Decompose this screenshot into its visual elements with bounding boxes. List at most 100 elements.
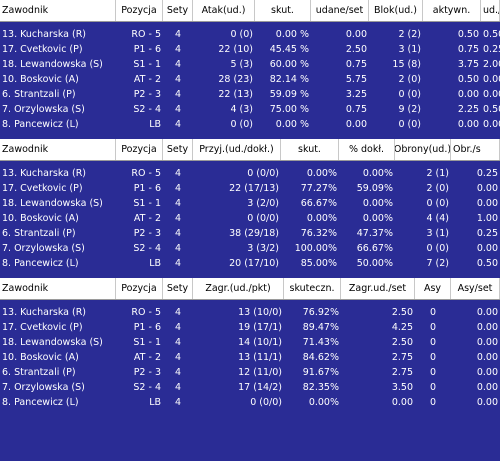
- cell-zawodnik: 13. Kucharska (R): [2, 168, 87, 179]
- cell-blok-ud: 0 (0): [398, 119, 421, 130]
- table-row[interactable]: 18. Lewandowska (S) S1 - 1 4 5 (3) 60.00 % 0.…: [0, 57, 500, 72]
- cell-sety: 4: [174, 168, 182, 179]
- cell-pozycja: RO - 5: [131, 29, 161, 40]
- cell-dok: 0.00%: [362, 168, 393, 179]
- column-header-asy[interactable]: Asy: [415, 278, 451, 299]
- cell-udane-set: 5.75: [345, 74, 367, 85]
- cell-atak-ud: 28 (23): [218, 74, 253, 85]
- cell-zagr-ud-set: 2.75: [391, 367, 413, 378]
- column-header-zagr-ud-pkt[interactable]: Zagr.(ud./pkt): [193, 278, 284, 299]
- cell-aktywn: 0.00: [457, 119, 479, 130]
- column-header-zawodnik[interactable]: Zawodnik: [0, 139, 116, 160]
- column-header-skuteczn[interactable]: skuteczn.: [284, 278, 341, 299]
- cell-pozycja: P2 - 3: [133, 89, 161, 100]
- cell-obr-s: 0.50: [476, 258, 498, 269]
- cell-skut: 45.45 %: [269, 44, 309, 55]
- table-row[interactable]: 6. Strantzali (P) P2 - 3 4 38 (29/18) 76.32%…: [0, 226, 500, 241]
- table-header: Zawodnik Pozycja Sety Zagr.(ud./pkt) skutecz…: [0, 278, 500, 300]
- cell-obrony-ud: 3 (1): [426, 228, 449, 239]
- table-row[interactable]: 7. Orzylowska (S) S2 - 4 4 4 (3) 75.00 % 0.75…: [0, 102, 500, 117]
- cell-przyj-ud-dok: 22 (17/13): [229, 183, 279, 194]
- cell-skuteczn: 82.35%: [302, 382, 339, 393]
- table-row[interactable]: 8. Pancewicz (L) LB 4 20 (17/10) 85.00% 50.00…: [0, 256, 500, 271]
- column-header-ud-se[interactable]: ud./se: [481, 0, 500, 21]
- table-row[interactable]: 17. Cvetkovic (P) P1 - 6 4 22 (10) 45.45 % 2.…: [0, 42, 500, 57]
- cell-przyj-ud-dok: 0 (0/0): [247, 213, 279, 224]
- table-row[interactable]: 8. Pancewicz (L) LB 4 0 (0/0) 0.00% 0.00 0 0.00: [0, 395, 500, 410]
- cell-pozycja: P1 - 6: [133, 322, 161, 333]
- cell-obr-s: 0.25: [476, 168, 498, 179]
- cell-blok-ud: 15 (8): [392, 59, 421, 70]
- column-header-sety[interactable]: Sety: [163, 278, 193, 299]
- table-row[interactable]: 6. Strantzali (P) P2 - 3 4 12 (11/0) 91.67% 2…: [0, 365, 500, 380]
- cell-pozycja: S1 - 1: [133, 59, 161, 70]
- table-row[interactable]: 17. Cvetkovic (P) P1 - 6 4 19 (17/1) 89.47% 4…: [0, 320, 500, 335]
- column-header-pozycja[interactable]: Pozycja: [116, 139, 163, 160]
- table-row[interactable]: 10. Boskovic (A) AT - 2 4 28 (23) 82.14 % 5.7…: [0, 72, 500, 87]
- cell-skuteczn: 91.67%: [302, 367, 339, 378]
- column-header-asy-set[interactable]: Asy/set: [451, 278, 500, 299]
- column-header-skut[interactable]: skut.: [281, 139, 339, 160]
- column-header-pozycja[interactable]: Pozycja: [116, 0, 163, 21]
- column-header-sety[interactable]: Sety: [163, 0, 193, 21]
- cell-pozycja: P2 - 3: [133, 228, 161, 239]
- cell-pozycja: S1 - 1: [133, 337, 161, 348]
- column-header-zawodnik[interactable]: Zawodnik: [0, 278, 116, 299]
- table-row[interactable]: 7. Orzylowska (S) S2 - 4 4 3 (3/2) 100.00% 66…: [0, 241, 500, 256]
- cell-zawodnik: 18. Lewandowska (S): [2, 59, 103, 70]
- table-row[interactable]: 13. Kucharska (R) RO - 5 4 0 (0) 0.00 % 0.00 2…: [0, 27, 500, 42]
- table-row[interactable]: 13. Kucharska (R) RO - 5 4 0 (0/0) 0.00% 0.00…: [0, 166, 500, 181]
- cell-pozycja: S2 - 4: [133, 382, 161, 393]
- column-header-atak-ud[interactable]: Atak(ud.): [193, 0, 255, 21]
- column-header-udane-set[interactable]: udane/set: [311, 0, 369, 21]
- column-header-blok-ud[interactable]: Blok(ud.): [369, 0, 423, 21]
- column-header-aktywn[interactable]: aktywn.: [423, 0, 481, 21]
- column-header-obr-s[interactable]: Obr./s: [451, 139, 500, 160]
- cell-skut: 0.00 %: [275, 119, 309, 130]
- cell-asy: 0: [429, 397, 437, 408]
- table-header: Zawodnik Pozycja Sety Atak(ud.) skut. udane/s…: [0, 0, 500, 22]
- table-row[interactable]: 7. Orzylowska (S) S2 - 4 4 17 (14/2) 82.35% 3…: [0, 380, 500, 395]
- cell-zawodnik: 10. Boskovic (A): [2, 74, 79, 85]
- column-header-zawodnik[interactable]: Zawodnik: [0, 0, 116, 21]
- table-row[interactable]: 6. Strantzali (P) P2 - 3 4 22 (13) 59.09 % 3.…: [0, 87, 500, 102]
- cell-zawodnik: 6. Strantzali (P): [2, 228, 76, 239]
- table-row[interactable]: 8. Pancewicz (L) LB 4 0 (0) 0.00 % 0.00 0 (0) 0…: [0, 117, 500, 132]
- table-row[interactable]: 10. Boskovic (A) AT - 2 4 0 (0/0) 0.00% 0.00%…: [0, 211, 500, 226]
- cell-sety: 4: [174, 74, 182, 85]
- cell-zawodnik: 17. Cvetkovic (P): [2, 322, 83, 333]
- table-row[interactable]: 17. Cvetkovic (P) P1 - 6 4 22 (17/13) 77.27%…: [0, 181, 500, 196]
- column-header-sety[interactable]: Sety: [163, 139, 193, 160]
- cell-zagr-ud-set: 2.50: [391, 337, 413, 348]
- column-header-skut[interactable]: skut.: [255, 0, 311, 21]
- column-header-obrony-ud[interactable]: Obrony(ud.): [395, 139, 451, 160]
- column-header-przyj-ud-dok[interactable]: Przyj.(ud./dokł.): [193, 139, 281, 160]
- cell-zawodnik: 17. Cvetkovic (P): [2, 44, 83, 55]
- cell-asy: 0: [429, 382, 437, 393]
- cell-dok: 59.09%: [356, 183, 393, 194]
- table-row[interactable]: 10. Boskovic (A) AT - 2 4 13 (11/1) 84.62% 2.…: [0, 350, 500, 365]
- cell-zagr-ud-set: 2.75: [391, 352, 413, 363]
- cell-skut: 77.27%: [300, 183, 337, 194]
- cell-skut: 0.00%: [306, 213, 337, 224]
- cell-zagr-ud-pkt: 17 (14/2): [238, 382, 282, 393]
- cell-pozycja: LB: [149, 119, 161, 130]
- cell-aktywn: 0.00: [457, 89, 479, 100]
- column-header-pozycja[interactable]: Pozycja: [116, 278, 163, 299]
- cell-obr-s: 0.00: [476, 243, 498, 254]
- table-row[interactable]: 18. Lewandowska (S) S1 - 1 4 14 (10/1) 71.43…: [0, 335, 500, 350]
- table-row[interactable]: 18. Lewandowska (S) S1 - 1 4 3 (2/0) 66.67% 0…: [0, 196, 500, 211]
- cell-obr-s: 0.25: [476, 228, 498, 239]
- cell-zawodnik: 18. Lewandowska (S): [2, 198, 103, 209]
- table-row[interactable]: 13. Kucharska (R) RO - 5 4 13 (10/0) 76.92% 2…: [0, 305, 500, 320]
- cell-asy: 0: [429, 307, 437, 318]
- column-header-zagr-ud-set[interactable]: Zagr.ud./set: [341, 278, 415, 299]
- cell-zawodnik: 7. Orzylowska (S): [2, 382, 85, 393]
- cell-obrony-ud: 0 (0): [426, 243, 449, 254]
- cell-pozycja: P1 - 6: [133, 44, 161, 55]
- cell-zawodnik: 17. Cvetkovic (P): [2, 183, 83, 194]
- cell-asy: 0: [429, 337, 437, 348]
- cell-pozycja: AT - 2: [133, 213, 161, 224]
- serve-stats-table: Zawodnik Pozycja Sety Zagr.(ud./pkt) skutecz…: [0, 278, 500, 410]
- column-header-dok[interactable]: % dokł.: [339, 139, 395, 160]
